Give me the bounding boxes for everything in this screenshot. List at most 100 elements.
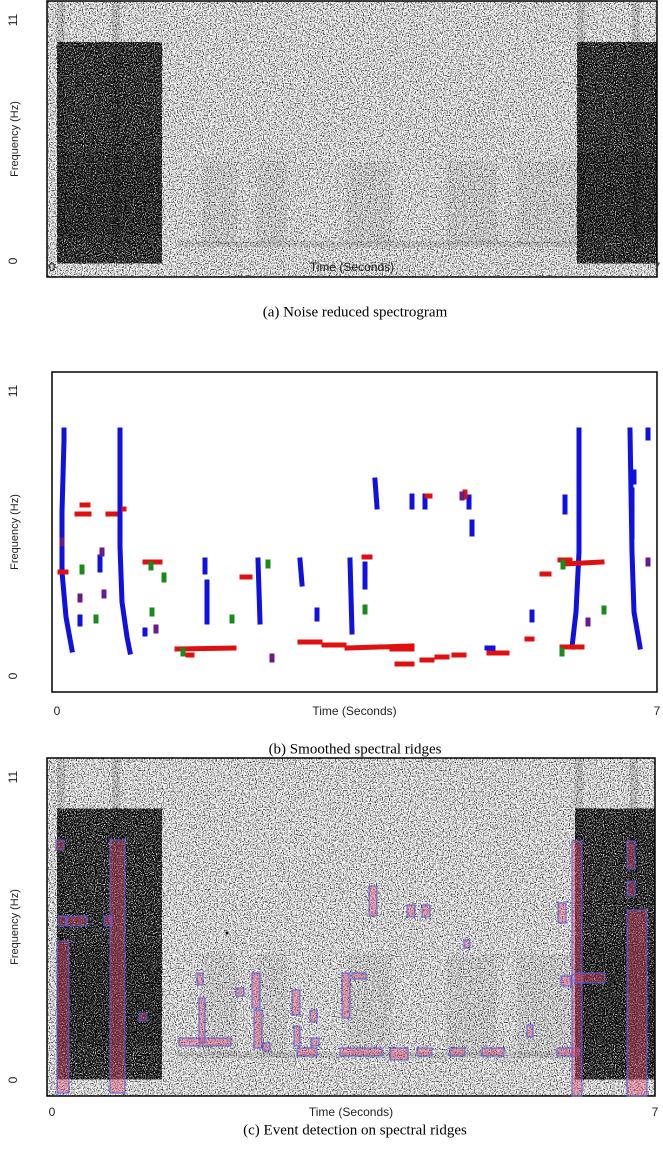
- event-box: [626, 840, 636, 870]
- event-box: [310, 1037, 320, 1047]
- ridge-segment: [569, 427, 582, 650]
- event-box: [626, 880, 636, 897]
- event-boxes: [55, 839, 648, 1097]
- ridge-segment: [344, 643, 415, 651]
- x-tick-label: 0: [54, 704, 61, 718]
- y-tick-label: 0: [6, 1076, 20, 1083]
- energy-band: [630, 808, 655, 1080]
- energy-band-shade: [57, 152, 112, 236]
- event-box: [571, 840, 583, 1097]
- energy-band: [575, 808, 630, 1080]
- faint-block: [447, 161, 497, 244]
- event-box: [416, 1047, 433, 1057]
- energy-band-shade: [630, 943, 655, 1046]
- x-tick-label: 0: [49, 1105, 56, 1119]
- event-box: [291, 989, 301, 1016]
- event-box: [57, 915, 67, 927]
- x-tick-label: 7: [654, 260, 661, 274]
- panel: 0 11 0 7 Time (Seconds) Frequency (Hz) (b) Smo…: [6, 371, 661, 757]
- faint-block: [202, 161, 237, 244]
- event-box: [389, 1047, 409, 1061]
- event-box: [138, 1012, 148, 1022]
- caption: (a) Noise reduced spectrogram: [263, 304, 448, 320]
- event-box: [449, 1047, 466, 1057]
- x-tick-label: 7: [654, 704, 661, 718]
- energy-band: [57, 808, 112, 1080]
- event-box: [296, 1047, 318, 1057]
- ridge-segment: [297, 557, 305, 587]
- event-box: [109, 839, 126, 1094]
- event-box: [66, 915, 88, 927]
- ridge-segment: [372, 477, 380, 510]
- y-tick-label: 0: [6, 257, 20, 264]
- y-axis-label: Frequency (Hz): [9, 889, 21, 965]
- faint-block: [347, 954, 392, 1056]
- energy-band-shade: [57, 943, 112, 1046]
- event-box: [103, 915, 113, 927]
- event-box: [421, 904, 431, 918]
- event-box: [463, 939, 471, 949]
- energy-band: [57, 42, 112, 264]
- ridges: [57, 427, 651, 667]
- y-axis-label: Frequency (Hz): [9, 494, 21, 570]
- event-box: [626, 909, 648, 1097]
- ridge-segment: [347, 557, 355, 635]
- event-box: [253, 1009, 263, 1049]
- spectrogram: [47, 1, 657, 277]
- event-box: [351, 972, 367, 980]
- faint-floor: [177, 241, 597, 248]
- faint-block: [517, 954, 577, 1056]
- plot-frame: [51, 371, 658, 693]
- spectrogram: [47, 758, 655, 1096]
- event-box: [556, 1047, 580, 1057]
- energy-band: [577, 42, 632, 264]
- faint-block: [447, 954, 497, 1056]
- faint-floor: [177, 1052, 597, 1059]
- event-box: [262, 1042, 271, 1052]
- event-box: [196, 972, 204, 986]
- y-tick-label: 11: [6, 13, 20, 26]
- event-box: [341, 972, 351, 1019]
- event-box: [56, 940, 70, 1094]
- energy-band-shade: [575, 943, 630, 1046]
- y-axis-label: Frequency (Hz): [9, 101, 21, 177]
- event-box: [560, 975, 572, 987]
- speck: [225, 931, 229, 935]
- energy-band-shade: [632, 152, 657, 236]
- event-box: [481, 1047, 505, 1057]
- event-box: [339, 1047, 383, 1057]
- event-box: [251, 972, 261, 1009]
- y-tick-label: 0: [6, 672, 20, 679]
- faint-block: [347, 161, 392, 244]
- energy-band: [632, 42, 657, 264]
- event-box: [526, 1024, 534, 1038]
- event-box: [309, 1009, 318, 1023]
- ridge-segment: [174, 645, 237, 652]
- energy-band-shade: [577, 152, 632, 236]
- event-box: [293, 1025, 301, 1047]
- ridge-segment: [117, 427, 133, 655]
- ridge-segment: [561, 559, 605, 567]
- faint-block: [257, 161, 287, 244]
- faint-block: [517, 161, 577, 244]
- energy-band-shade: [112, 152, 162, 236]
- energy-band: [112, 42, 162, 264]
- event-box: [557, 902, 567, 924]
- ridge-segment: [255, 557, 263, 625]
- panels: 0 11 0 7 Time (Seconds) Frequency (Hz) (a) Noi…: [6, 0, 661, 1138]
- event-box: [368, 885, 378, 917]
- y-tick-label: 11: [6, 384, 20, 397]
- event-box: [406, 904, 416, 918]
- x-axis-label: Time (Seconds): [312, 704, 396, 718]
- y-tick-label: 11: [6, 770, 20, 783]
- event-box: [574, 972, 606, 984]
- x-axis-label: Time (Seconds): [309, 1105, 393, 1119]
- event-box: [55, 839, 65, 851]
- x-tick-label: 7: [652, 1105, 659, 1119]
- event-box: [198, 997, 206, 1044]
- energy-band-shade: [112, 943, 162, 1046]
- caption: (c) Event detection on spectral ridges: [243, 1122, 467, 1138]
- event-box: [235, 987, 245, 997]
- energy-band: [112, 808, 162, 1080]
